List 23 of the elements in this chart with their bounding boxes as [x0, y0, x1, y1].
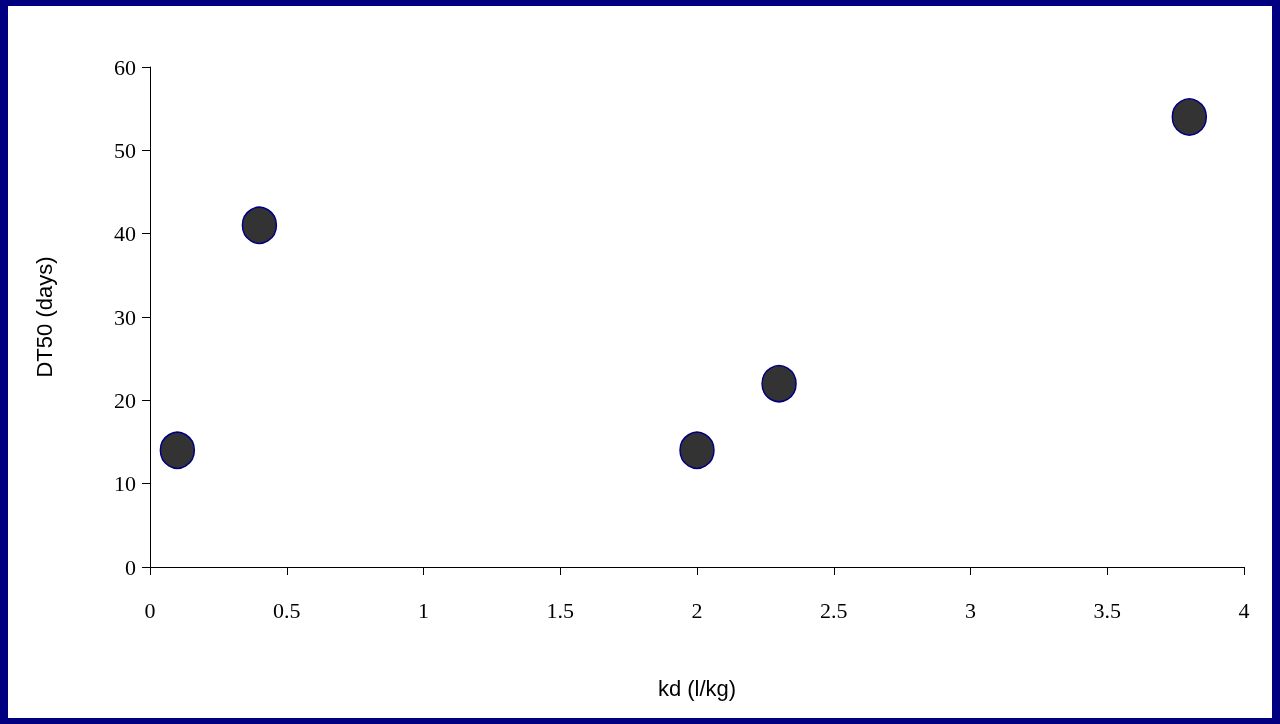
x-tick-label: 3.5 — [1093, 597, 1121, 623]
y-tick-label: 30 — [114, 304, 136, 330]
point — [159, 431, 196, 470]
x-tick-label: 2 — [691, 597, 703, 623]
y-tick-label: 20 — [114, 387, 136, 413]
x-tick-label: 0.5 — [273, 597, 301, 623]
x-tick-label: 2.5 — [820, 597, 848, 623]
x-tick-label: 1 — [418, 597, 429, 623]
y-tick-label: 0 — [125, 554, 136, 580]
point — [1171, 98, 1208, 136]
point — [679, 431, 715, 470]
x-tick-label: 0 — [144, 597, 156, 623]
y-tick-label: 40 — [114, 221, 136, 247]
x-tick-label: 3 — [965, 597, 976, 623]
y-tick-label: 60 — [114, 54, 136, 80]
y-tick-label: 10 — [114, 471, 136, 497]
point — [241, 206, 278, 245]
y-axis-title: DT50 (days) — [31, 256, 57, 378]
point — [761, 364, 797, 403]
x-tick-label: 1.5 — [546, 597, 574, 623]
x-tick-label: 4 — [1238, 597, 1250, 623]
y-tick-label: 50 — [114, 137, 136, 163]
x-axis-title: kd (l/kg) — [657, 675, 737, 701]
